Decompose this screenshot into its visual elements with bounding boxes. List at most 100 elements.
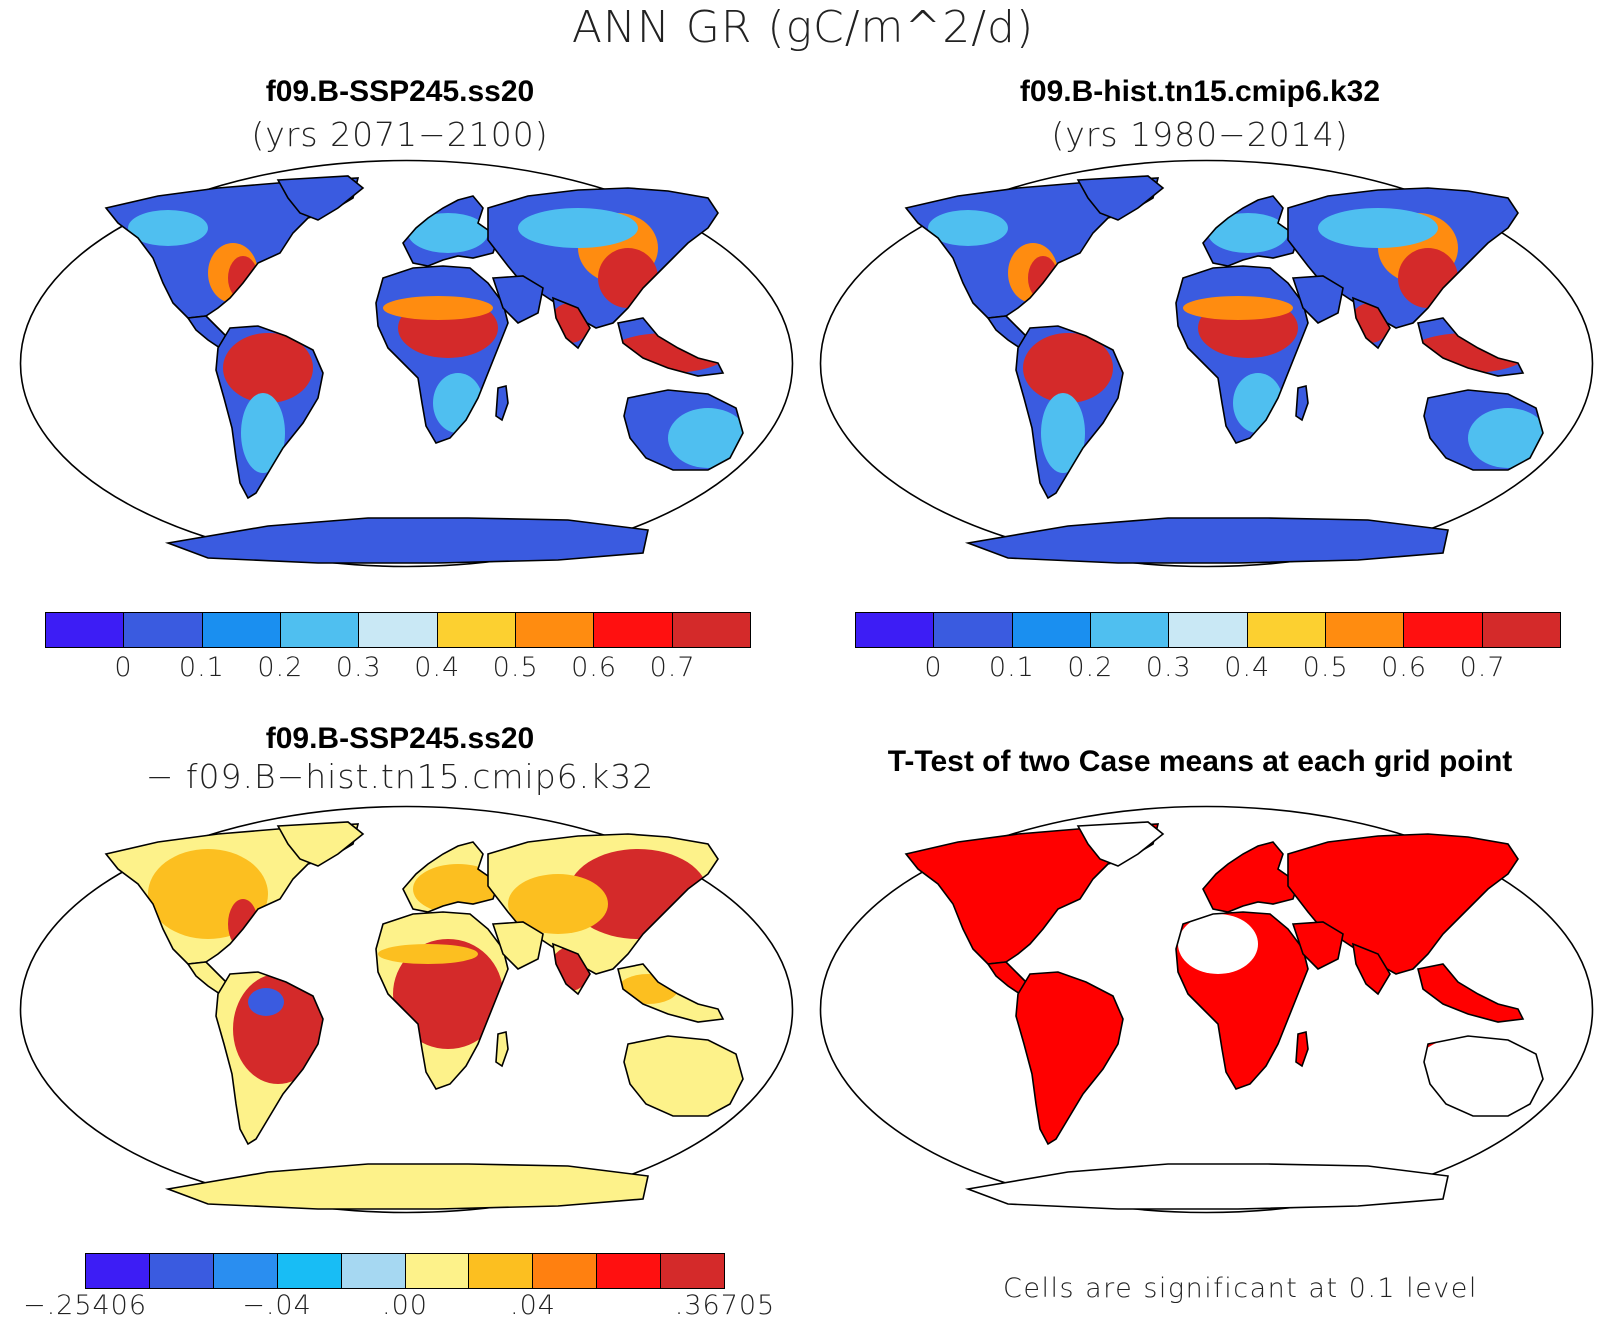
land-region bbox=[1175, 265, 1309, 444]
colorbar-cell bbox=[597, 1254, 662, 1288]
land-region bbox=[1353, 944, 1390, 994]
colorbar-cell bbox=[280, 613, 360, 647]
colorbar-cell bbox=[277, 1254, 342, 1288]
colorbar-tick-label: 0.7 bbox=[1459, 652, 1506, 683]
land-region bbox=[375, 265, 509, 444]
colorbar-cell bbox=[149, 1254, 214, 1288]
land-region bbox=[1076, 821, 1165, 867]
land-region bbox=[1295, 1031, 1309, 1068]
land-region bbox=[623, 389, 744, 471]
value-patch bbox=[393, 939, 503, 1049]
significance-note: Cells are significant at 0.1 level bbox=[1003, 1273, 1478, 1304]
colorbar-tick-label: 0 bbox=[924, 652, 943, 683]
land-region bbox=[1288, 834, 1518, 974]
colorbar-tick-label: .00 bbox=[382, 1290, 428, 1321]
colorbar-tick-label: 0.4 bbox=[1224, 652, 1271, 683]
colorbar-top-right bbox=[855, 612, 1561, 648]
panel-title-bottom-left: f09.B-SSP245.ss20 bbox=[265, 722, 535, 755]
value-patch bbox=[928, 210, 1008, 246]
panel-subtitle-bottom-left: − f09.B−hist.tn15.cmip6.k32 bbox=[145, 757, 655, 796]
land-region bbox=[964, 517, 1449, 564]
colorbar-tick-label: 0.3 bbox=[1145, 652, 1192, 683]
land-region bbox=[276, 175, 365, 221]
map-top-left bbox=[19, 159, 794, 568]
colorbar-tick-label: .04 bbox=[510, 1290, 556, 1321]
colorbar-cell bbox=[469, 1254, 534, 1288]
land-region bbox=[168, 1164, 648, 1209]
land-region bbox=[491, 921, 544, 970]
colorbar-cell bbox=[437, 613, 516, 647]
colorbar-tick-label: −.25406 bbox=[22, 1290, 148, 1321]
value-patch bbox=[383, 296, 493, 320]
colorbar-cell bbox=[1482, 613, 1560, 647]
land-region bbox=[968, 518, 1448, 563]
land-region bbox=[1352, 296, 1391, 350]
land-region bbox=[964, 1163, 1449, 1210]
land-region bbox=[491, 275, 544, 324]
colorbar-cell bbox=[1404, 613, 1483, 647]
colorbar-cell bbox=[341, 1254, 406, 1288]
colorbar-tick-label: 0.2 bbox=[257, 652, 304, 683]
value-patch bbox=[248, 988, 284, 1016]
land-region bbox=[278, 822, 363, 866]
panel-title-bottom-right: T-Test of two Case means at each grid po… bbox=[887, 745, 1513, 778]
colorbar-tick-label: 0.4 bbox=[414, 652, 461, 683]
land-region bbox=[1015, 971, 1124, 1146]
land-region bbox=[617, 317, 725, 377]
value-patch bbox=[241, 393, 285, 473]
land-region bbox=[1423, 1035, 1544, 1117]
colorbar-cell bbox=[213, 1254, 278, 1288]
value-patch bbox=[1318, 208, 1438, 248]
panel-title-top-right: f09.B-hist.tn15.cmip6.k32 bbox=[1019, 75, 1381, 108]
colorbar-cell bbox=[124, 613, 203, 647]
land-region bbox=[168, 518, 648, 563]
colorbar-cell bbox=[856, 613, 935, 647]
colorbar-cell bbox=[661, 1254, 725, 1288]
land-region bbox=[1015, 325, 1124, 500]
colorbar-cell bbox=[515, 613, 595, 647]
land-region bbox=[1418, 964, 1523, 1022]
land-region bbox=[215, 325, 324, 500]
colorbar-tick-label: .36705 bbox=[674, 1290, 776, 1321]
value-patch bbox=[378, 944, 478, 964]
value-patch bbox=[1178, 914, 1258, 974]
land-region bbox=[1293, 276, 1343, 323]
value-patch bbox=[1208, 213, 1288, 253]
colorbar-labels-bottom-left: −.25406 −.04 .00 .04 .36705 bbox=[23, 1290, 774, 1324]
colorbar-cell bbox=[1090, 613, 1170, 647]
colorbar-tick-label: 0.1 bbox=[988, 652, 1035, 683]
value-patch bbox=[508, 874, 608, 934]
colorbar-labels-top-right: 0 0.1 0.2 0.3 0.4 0.5 0.6 0.7 bbox=[855, 652, 1561, 686]
colorbar-tick-label: −.04 bbox=[242, 1290, 312, 1321]
value-patch bbox=[668, 408, 743, 468]
colorbar-cell bbox=[1325, 613, 1405, 647]
panel-subtitle-top-left: (yrs 2071−2100) bbox=[251, 115, 549, 154]
value-patch bbox=[1041, 393, 1085, 473]
land-region bbox=[1417, 963, 1525, 1023]
colorbar-cell bbox=[359, 613, 438, 647]
map-top-right bbox=[819, 159, 1594, 568]
colorbar-cell bbox=[672, 613, 750, 647]
value-patch bbox=[1183, 296, 1293, 320]
colorbar-cell bbox=[1169, 613, 1248, 647]
land-region bbox=[375, 911, 509, 1090]
land-region bbox=[552, 296, 591, 350]
panel-title-top-left: f09.B-SSP245.ss20 bbox=[265, 75, 535, 108]
land-region bbox=[1291, 921, 1344, 970]
colorbar-bottom-left bbox=[85, 1253, 725, 1289]
colorbar-tick-label: 0 bbox=[114, 652, 133, 683]
colorbar-labels-top-left: 0 0.1 0.2 0.3 0.4 0.5 0.6 0.7 bbox=[45, 652, 751, 686]
map-bottom-left bbox=[19, 805, 794, 1214]
colorbar-cell bbox=[86, 1254, 150, 1288]
land-region bbox=[164, 1163, 649, 1210]
colorbar-cell bbox=[405, 1254, 470, 1288]
colorbar-cell bbox=[594, 613, 673, 647]
land-region bbox=[1076, 175, 1165, 221]
land-region bbox=[278, 176, 363, 220]
colorbar-tick-label: 0.5 bbox=[1302, 652, 1349, 683]
colorbar-tick-label: 0.2 bbox=[1067, 652, 1114, 683]
colorbar-tick-label: 0.6 bbox=[1381, 652, 1428, 683]
colorbar-cell bbox=[1247, 613, 1326, 647]
value-patch bbox=[128, 210, 208, 246]
land-region bbox=[1293, 922, 1343, 969]
